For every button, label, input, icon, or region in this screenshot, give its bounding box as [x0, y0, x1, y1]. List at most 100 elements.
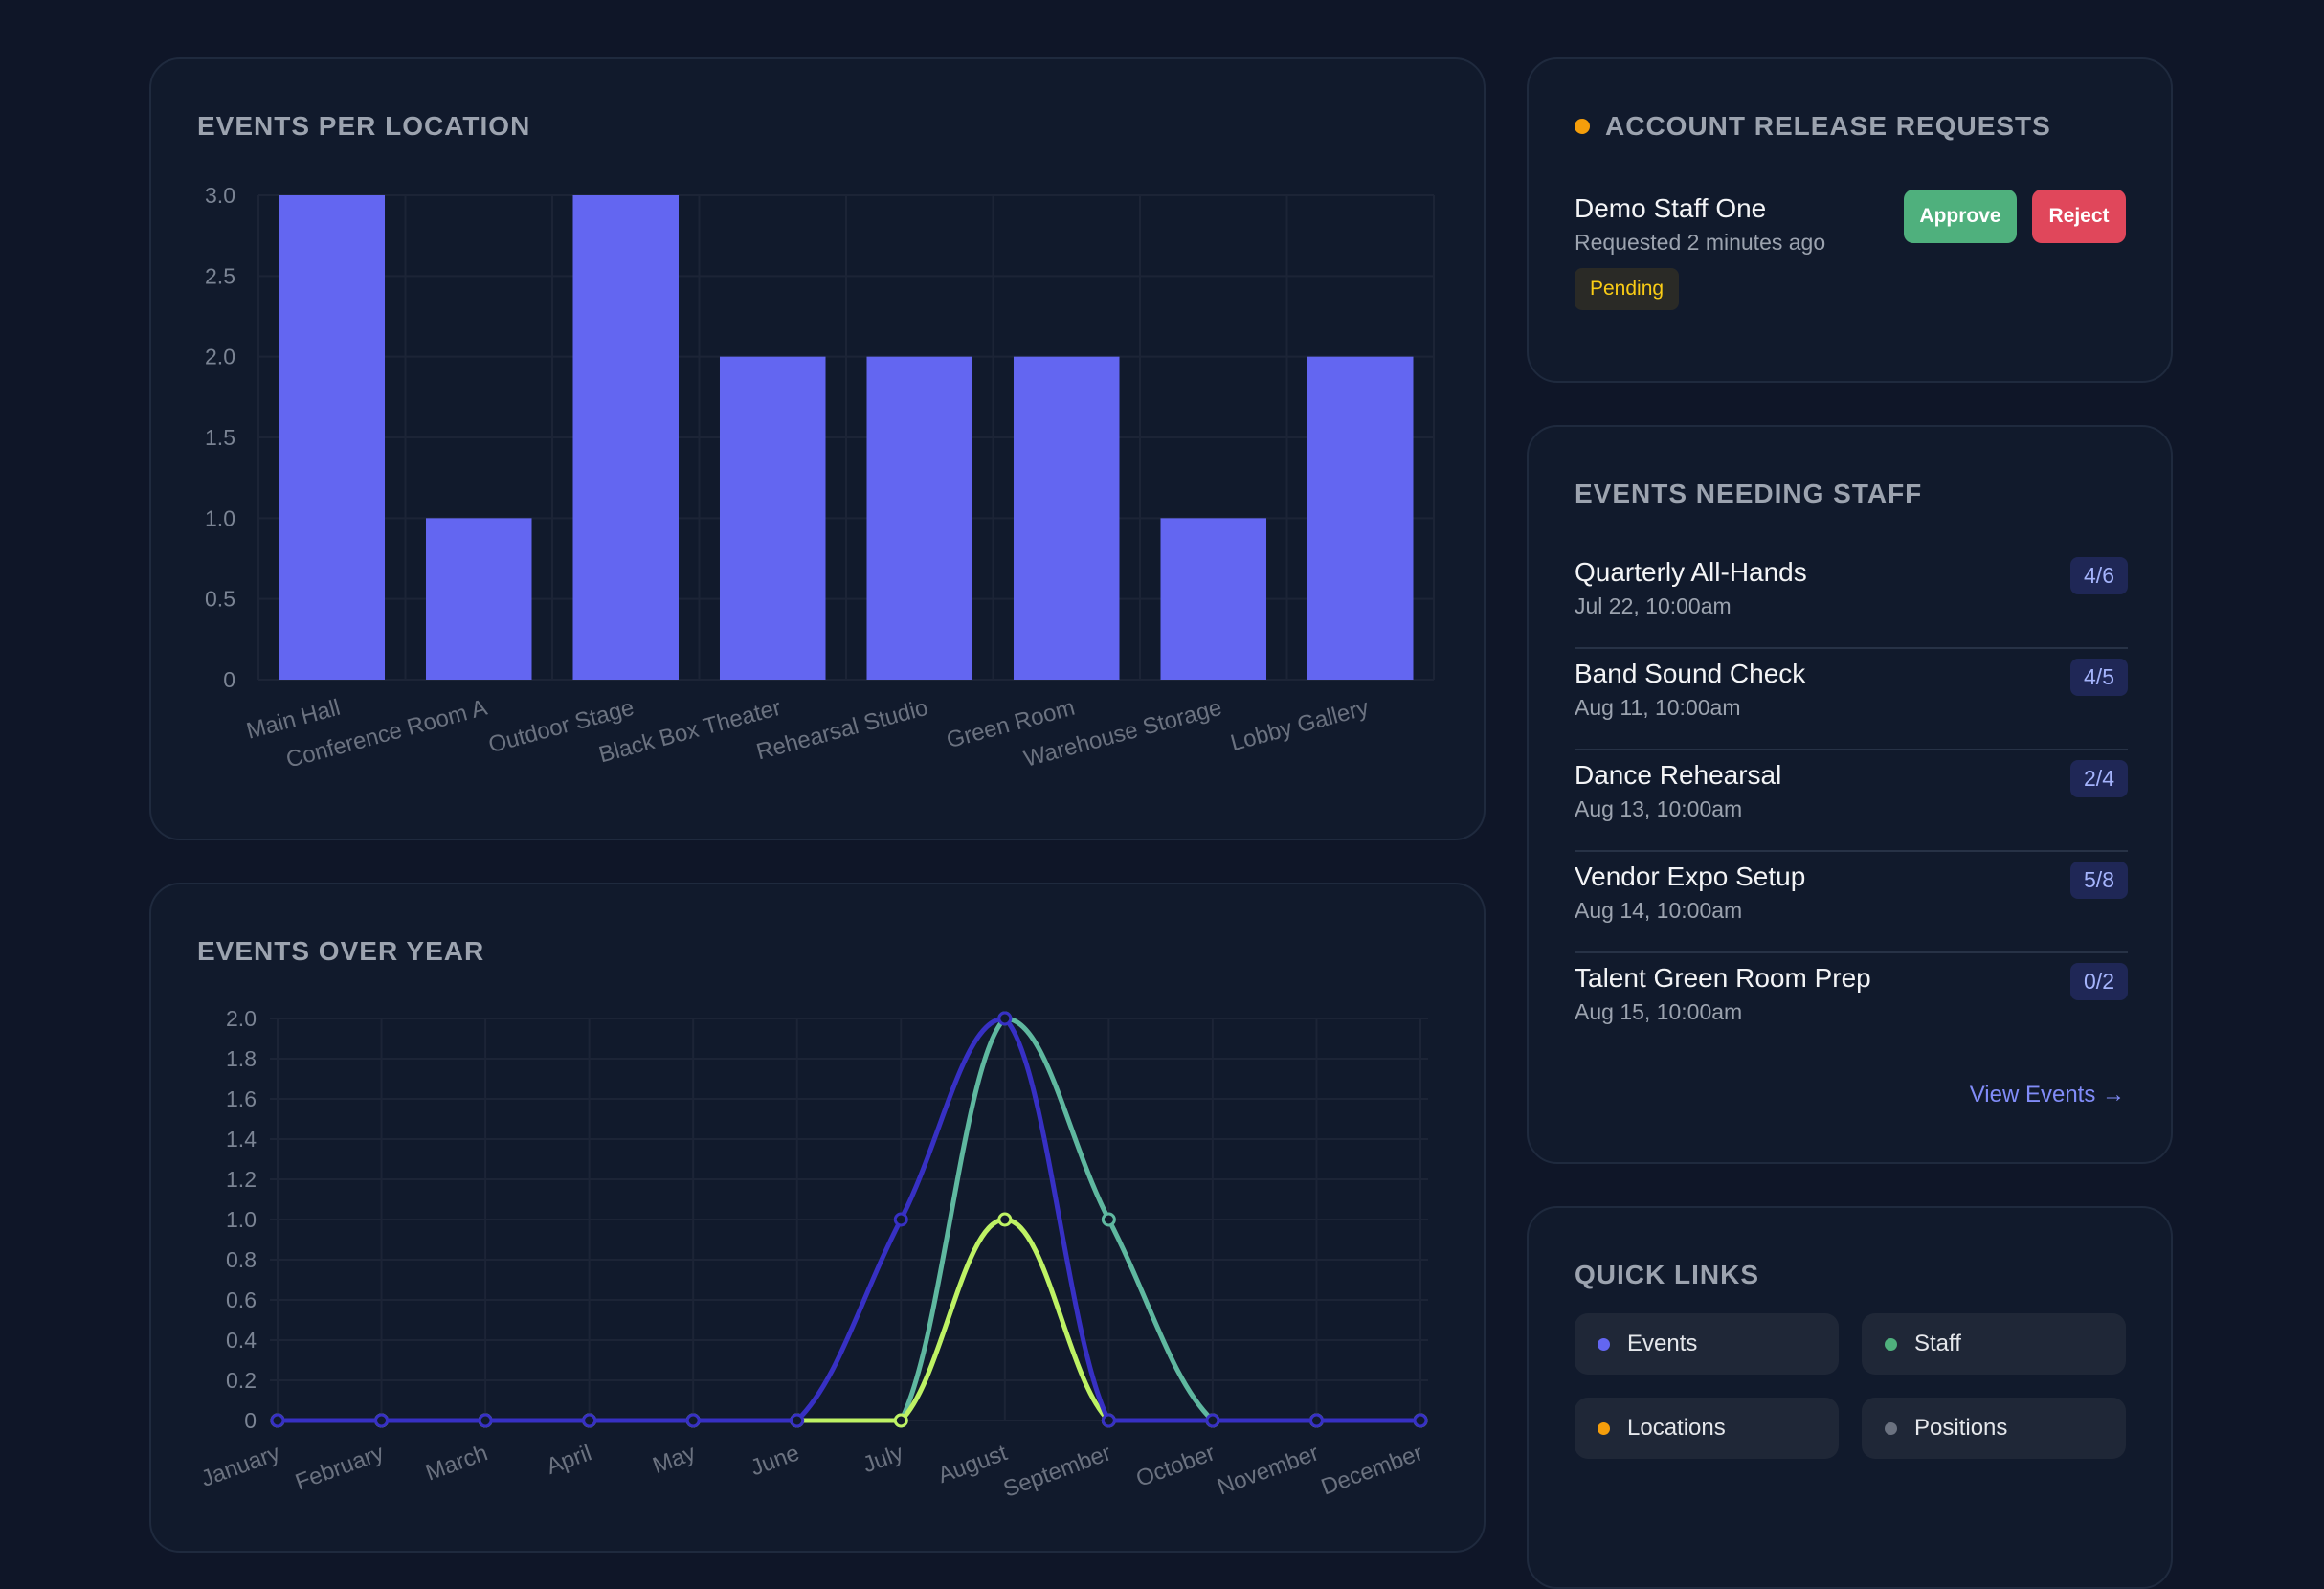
list-item[interactable]: Talent Green Room Prep Aug 15, 10:00am 0… [1575, 953, 2128, 1055]
event-name: Band Sound Check [1575, 659, 1806, 688]
request-time: Requested 2 minutes ago [1575, 230, 1826, 255]
x-tick-label: October [1133, 1440, 1218, 1492]
y-tick-label: 2.5 [205, 263, 235, 288]
x-tick-label: February [292, 1440, 387, 1495]
y-tick-label: 1.2 [226, 1167, 257, 1192]
quick-links-card: QUICK LINKS Events Staff Locations Posit… [1527, 1206, 2173, 1589]
x-tick-label: April [543, 1440, 594, 1480]
events-over-year-card: EVENTS OVER YEAR 0 0.2 0.4 0.6 0.8 1.0 1.2 1.4 1… [149, 883, 1486, 1553]
data-point [997, 1212, 1013, 1227]
data-point [685, 1413, 701, 1428]
staff-count-badge: 2/4 [2070, 760, 2128, 797]
card-title: QUICK LINKS [1575, 1260, 1759, 1289]
card-title: ACCOUNT RELEASE REQUESTS [1605, 111, 2051, 141]
y-tick-label: 1.0 [226, 1207, 257, 1232]
y-tick-label: 0.6 [226, 1287, 257, 1312]
y-tick-label: 1.8 [226, 1046, 257, 1071]
x-tick-label: March [422, 1440, 491, 1486]
y-tick-label: 2.0 [205, 345, 235, 369]
card-title-row: ACCOUNT RELEASE REQUESTS [1575, 111, 2051, 142]
x-tick-label: June [748, 1440, 803, 1481]
staff-count-badge: 5/8 [2070, 862, 2128, 899]
series-line [278, 1217, 1420, 1423]
list-item[interactable]: Vendor Expo Setup Aug 14, 10:00am 5/8 [1575, 852, 2128, 953]
quick-link-label: Locations [1627, 1415, 1726, 1441]
y-tick-label: 0.5 [205, 587, 235, 612]
staff-count-badge: 4/6 [2070, 557, 2128, 594]
event-date: Aug 13, 10:00am [1575, 796, 1743, 821]
x-tick-label: Rehearsal Studio [753, 695, 930, 766]
events-list: Quarterly All-Hands Jul 22, 10:00am 4/6 … [1575, 548, 2128, 1055]
data-point [1101, 1212, 1116, 1227]
view-events-link[interactable]: View Events → [1969, 1082, 2125, 1108]
data-point [478, 1413, 493, 1428]
bar [279, 195, 386, 680]
event-name: Dance Rehearsal [1575, 760, 1782, 790]
y-tick-label: 0 [244, 1408, 257, 1433]
account-release-requests-card: ACCOUNT RELEASE REQUESTS Demo Staff One … [1527, 57, 2173, 383]
y-tick-label: 1.4 [226, 1127, 257, 1152]
data-point [582, 1413, 597, 1428]
x-tick-label: August [934, 1440, 1011, 1488]
locations-dot-icon [1598, 1421, 1610, 1435]
staff-dot-icon [1885, 1337, 1897, 1351]
card-title: EVENTS OVER YEAR [197, 936, 485, 966]
x-tick-label: Lobby Gallery [1228, 695, 1372, 756]
approve-button[interactable]: Approve [1904, 190, 2017, 243]
y-tick-label: 0.2 [226, 1368, 257, 1393]
bar [425, 518, 532, 680]
y-tick-label: 0.4 [226, 1328, 257, 1353]
list-item[interactable]: Dance Rehearsal Aug 13, 10:00am 2/4 [1575, 750, 2128, 852]
x-tick-label: December [1318, 1440, 1426, 1500]
event-date: Aug 11, 10:00am [1575, 695, 1741, 720]
data-point [374, 1413, 390, 1428]
event-date: Aug 15, 10:00am [1575, 999, 1743, 1024]
reject-button[interactable]: Reject [2032, 190, 2126, 243]
quick-link-locations[interactable]: Locations [1575, 1398, 1839, 1459]
event-date: Aug 14, 10:00am [1575, 898, 1743, 923]
y-tick-label: 1.0 [205, 505, 235, 530]
x-tick-label: November [1214, 1440, 1322, 1500]
event-name: Vendor Expo Setup [1575, 862, 1806, 891]
data-point [1101, 1413, 1116, 1428]
staff-count-badge: 4/5 [2070, 659, 2128, 696]
status-dot-icon [1575, 119, 1590, 134]
status-badge: Pending [1575, 268, 1680, 310]
bar [1160, 518, 1267, 680]
data-point [1205, 1413, 1220, 1428]
y-tick-label: 0.8 [226, 1247, 257, 1272]
quick-link-label: Staff [1914, 1331, 1961, 1356]
positions-dot-icon [1885, 1421, 1897, 1435]
card-title: EVENTS PER LOCATION [197, 111, 531, 141]
request-staff-name: Demo Staff One [1575, 193, 1767, 223]
bar [719, 356, 826, 680]
quick-link-staff[interactable]: Staff [1862, 1313, 2126, 1375]
event-name: Talent Green Room Prep [1575, 963, 1871, 993]
data-point [1308, 1413, 1324, 1428]
y-tick-label: 1.5 [205, 425, 235, 450]
y-tick-label: 1.6 [226, 1086, 257, 1111]
staff-count-badge: 0/2 [2070, 963, 2128, 1000]
y-tick-label: 2.0 [226, 1006, 257, 1031]
quick-link-label: Events [1627, 1331, 1698, 1356]
y-tick-label: 3.0 [205, 183, 235, 208]
list-item[interactable]: Quarterly All-Hands Jul 22, 10:00am 4/6 [1575, 548, 2128, 649]
bar [572, 195, 680, 680]
bar [1013, 356, 1120, 680]
card-title: EVENTS NEEDING STAFF [1575, 479, 1923, 508]
x-tick-label: September [1000, 1440, 1115, 1503]
bar [1307, 356, 1414, 680]
x-tick-label: May [649, 1440, 699, 1479]
list-item[interactable]: Band Sound Check Aug 11, 10:00am 4/5 [1575, 649, 2128, 750]
data-point [270, 1413, 285, 1428]
x-tick-label: January [198, 1440, 283, 1492]
events-over-year-chart: 0 0.2 0.4 0.6 0.8 1.0 1.2 1.4 1.6 1.8 2.0 January Fe… [198, 1006, 1428, 1503]
data-point [790, 1413, 805, 1428]
events-dot-icon [1598, 1337, 1610, 1351]
events-needing-staff-card: EVENTS NEEDING STAFF Quarterly All-Hands… [1527, 425, 2173, 1164]
quick-link-label: Positions [1914, 1415, 2008, 1441]
quick-link-events[interactable]: Events [1575, 1313, 1839, 1375]
quick-link-positions[interactable]: Positions [1862, 1398, 2126, 1459]
event-date: Jul 22, 10:00am [1575, 593, 1732, 618]
